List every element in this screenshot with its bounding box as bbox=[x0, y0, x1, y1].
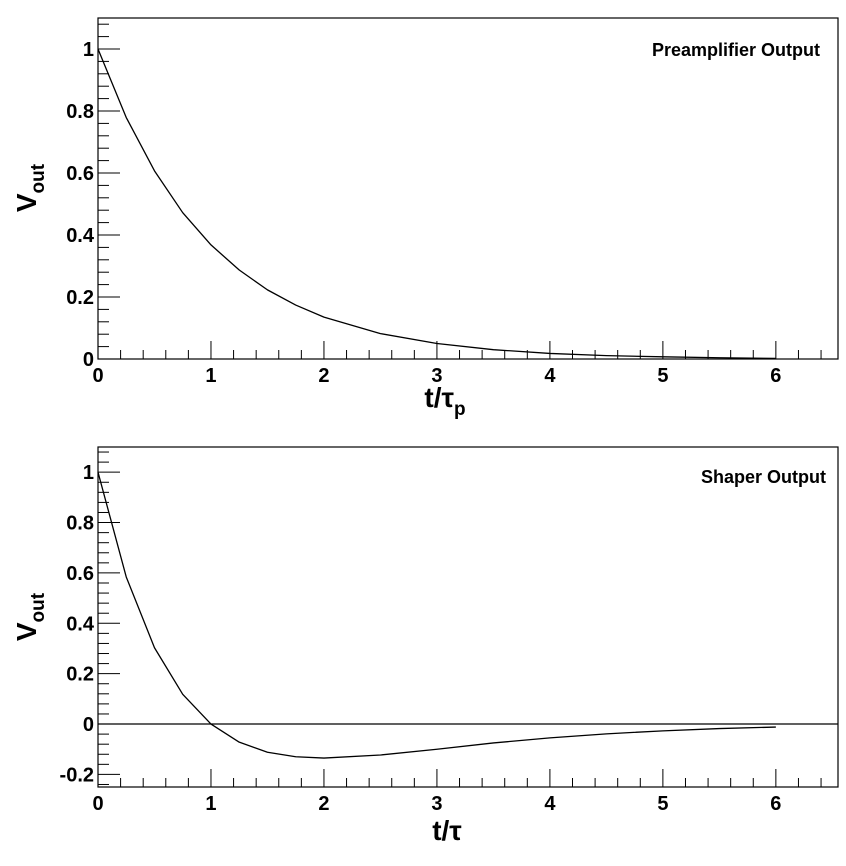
y-tick-label: 1 bbox=[83, 39, 94, 61]
x-tick-label: 3 bbox=[431, 793, 442, 815]
plot-frame bbox=[97, 446, 839, 788]
y-tick-label: 0 bbox=[83, 349, 94, 371]
y-tick-label: 0.4 bbox=[66, 225, 95, 247]
x-axis-label: t/τp bbox=[424, 382, 465, 420]
y-tick-label: -0.2 bbox=[60, 764, 94, 786]
x-tick-label: 4 bbox=[544, 365, 556, 387]
x-tick-label: 2 bbox=[318, 365, 329, 387]
y-tick-label: 1 bbox=[83, 462, 94, 484]
x-tick-label: 0 bbox=[92, 365, 103, 387]
y-tick-label: 0.6 bbox=[66, 163, 94, 185]
panel-title: Preamplifier Output bbox=[652, 40, 820, 60]
x-axis-label: t/τ bbox=[432, 815, 462, 846]
panel-1: 0 1 2 3 4 5 6 0 0.2 0.4 0.6 0.8 1 Preamplifier Output… bbox=[11, 17, 839, 420]
x-tick-label: 6 bbox=[770, 793, 781, 815]
x-tick-label: 5 bbox=[657, 793, 668, 815]
x-tick-label: 1 bbox=[205, 793, 216, 815]
x-tick-label: 6 bbox=[770, 365, 781, 387]
x-tick-label: 4 bbox=[544, 793, 556, 815]
y-tick-label: 0.8 bbox=[66, 513, 94, 535]
x-tick-label: 5 bbox=[657, 365, 668, 387]
x-tick-label: 1 bbox=[205, 365, 216, 387]
series-line bbox=[97, 48, 776, 360]
series-line bbox=[97, 472, 776, 759]
y-tick-label: 0.6 bbox=[66, 563, 94, 585]
x-tick-label: 3 bbox=[431, 365, 442, 387]
plot-frame bbox=[97, 17, 839, 360]
y-tick-label: 0 bbox=[83, 714, 94, 736]
y-tick-label: 0.8 bbox=[66, 101, 94, 123]
panel-title: Shaper Output bbox=[701, 467, 826, 487]
panel-2: 0 1 2 3 4 5 6 -0.2 0 0.2 0.4 0.6 0.8 1 Shaper Output t/… bbox=[11, 446, 839, 846]
x-tick-label: 0 bbox=[92, 793, 103, 815]
x-tick-label: 2 bbox=[318, 793, 329, 815]
y-tick-label: 0.2 bbox=[66, 664, 94, 686]
y-axis-label: Vout bbox=[11, 592, 49, 641]
y-axis-label: Vout bbox=[11, 163, 49, 212]
y-tick-label: 0.4 bbox=[66, 613, 95, 635]
y-tick-label: 0.2 bbox=[66, 287, 94, 309]
